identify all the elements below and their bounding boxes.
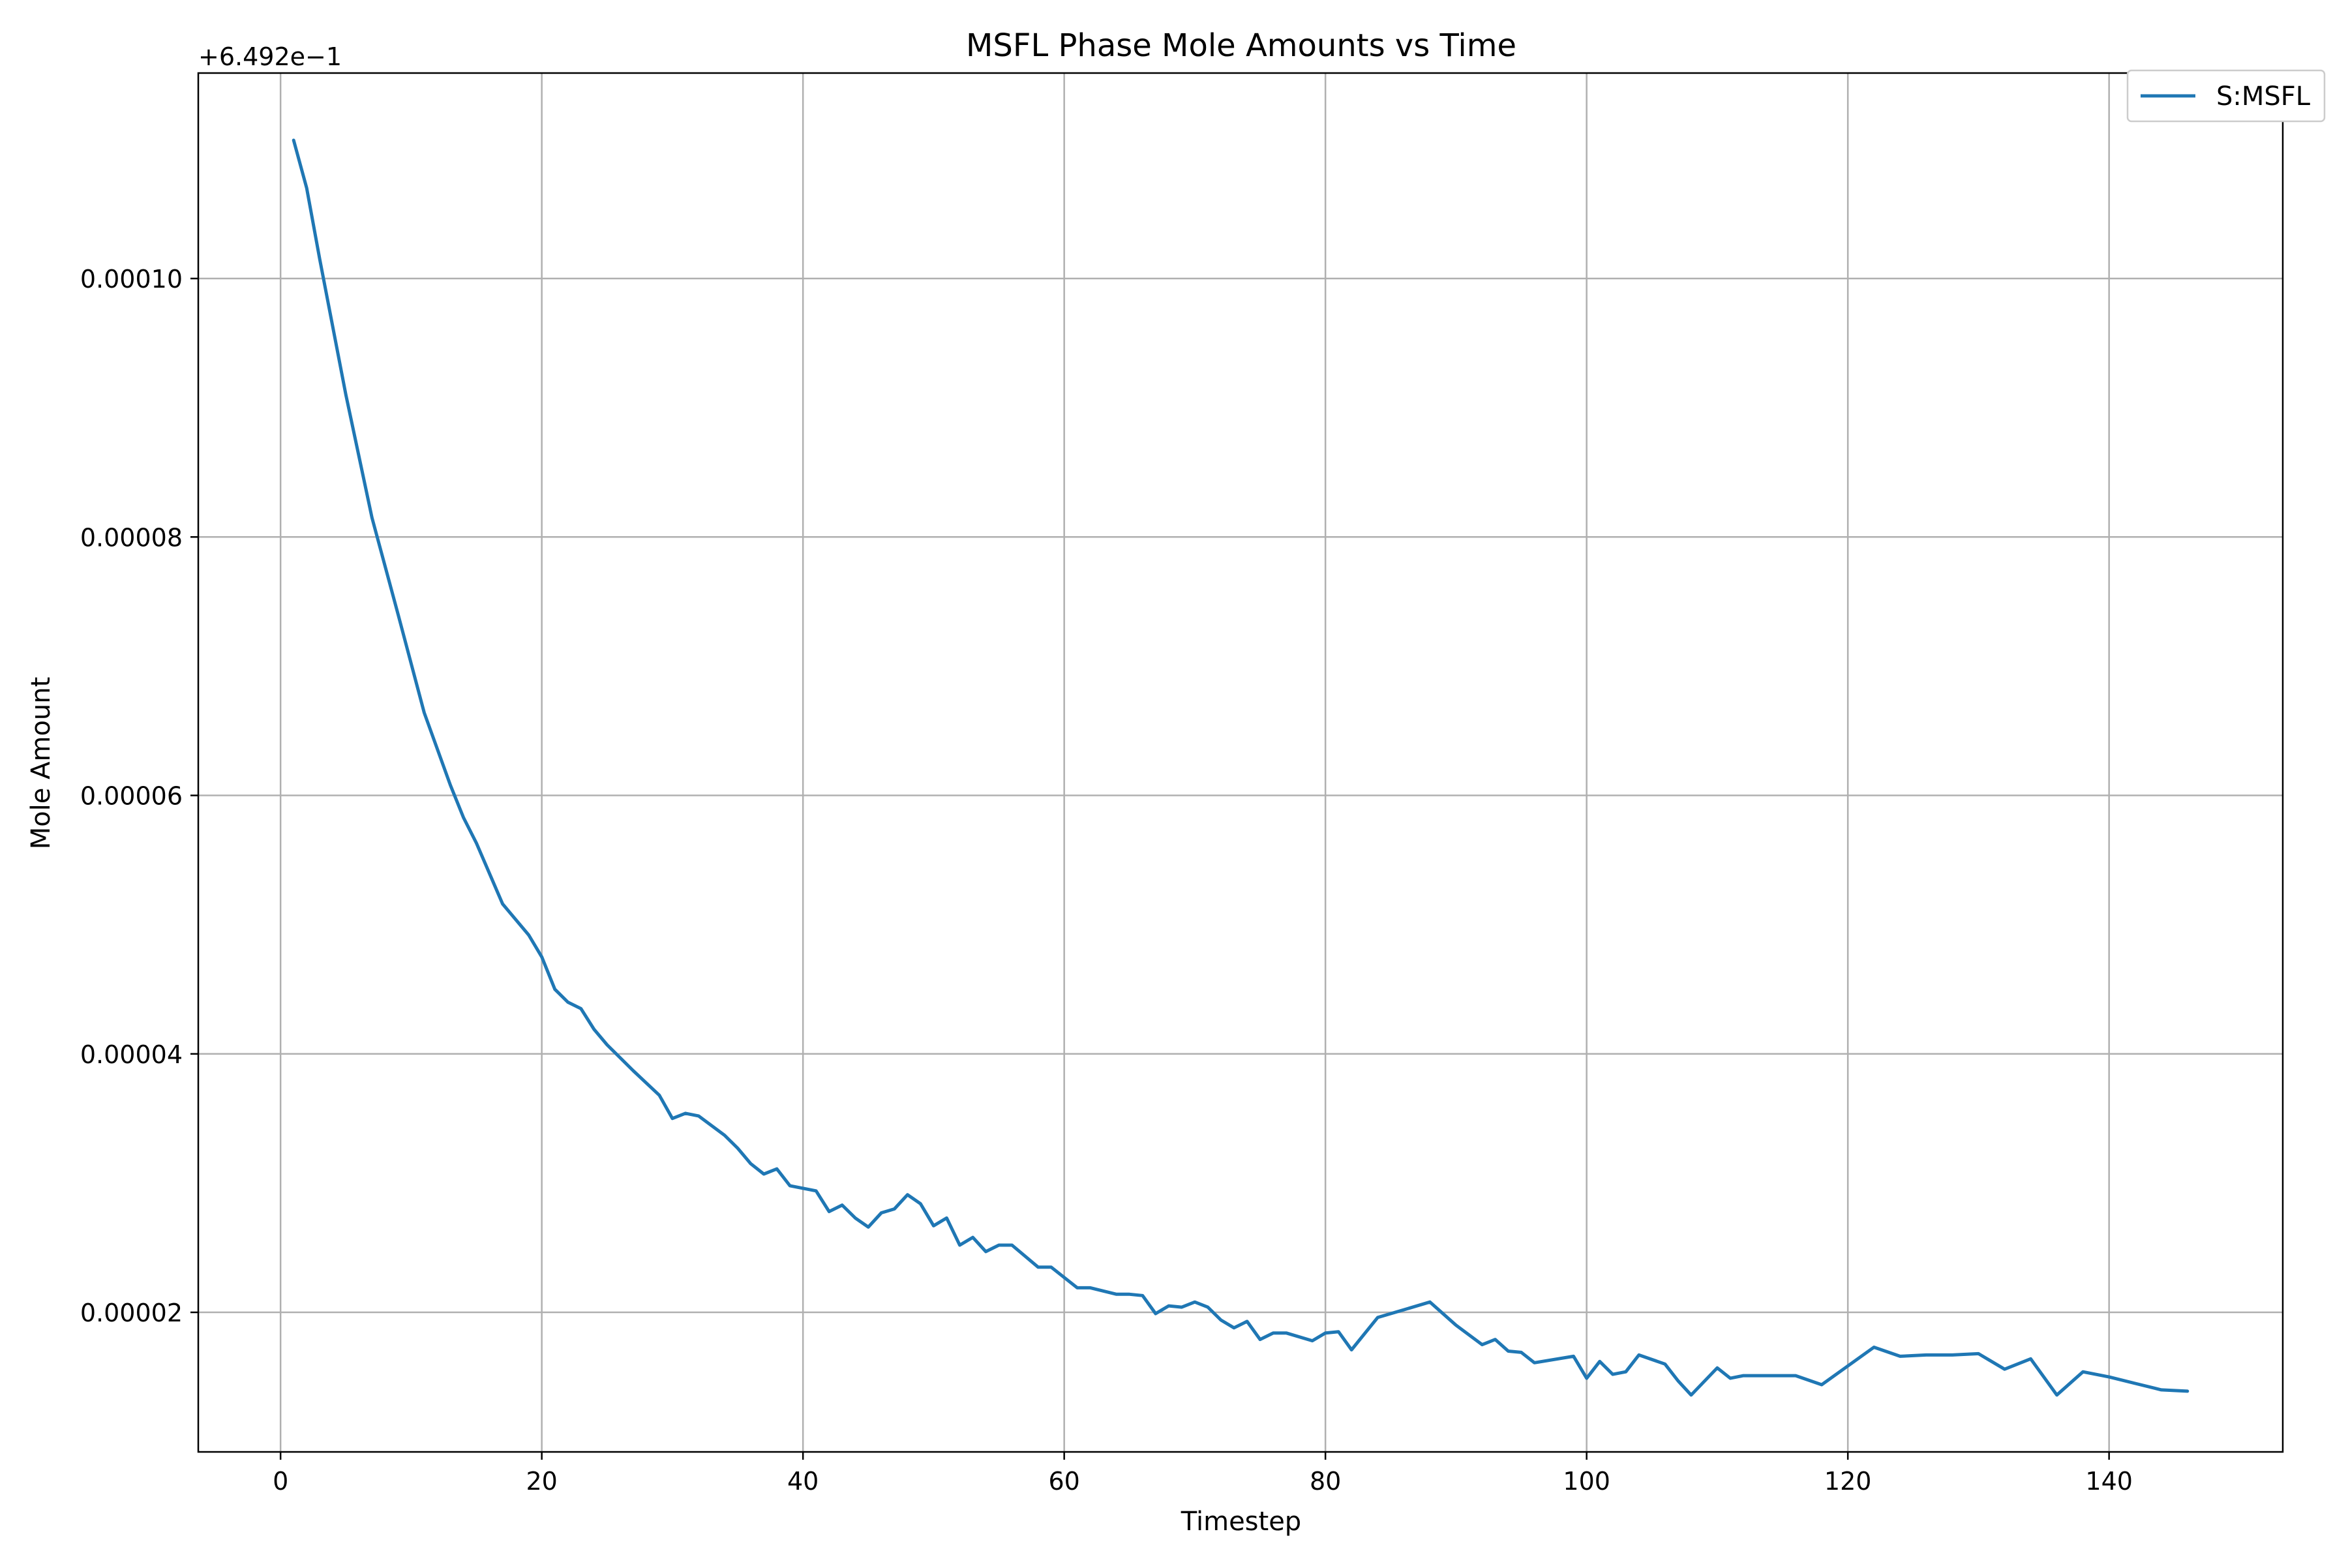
x-tick-label: 140 bbox=[2085, 1467, 2133, 1496]
series-line-s-msfl bbox=[292, 138, 2190, 1397]
x-axis-label: Timestep bbox=[1181, 1507, 1301, 1537]
x-tick-label: 20 bbox=[526, 1467, 557, 1496]
x-tick-label: 120 bbox=[1824, 1467, 1872, 1496]
x-tick-label: 100 bbox=[1563, 1467, 1610, 1496]
plot-frame bbox=[197, 72, 2284, 1453]
y-axis-label: Mole Amount bbox=[26, 677, 56, 850]
y-tick-label: 0.00004 bbox=[80, 1040, 183, 1069]
legend-box bbox=[2126, 69, 2326, 123]
legend[interactable]: S:MSFL bbox=[2126, 69, 2326, 123]
y-tick-label: 0.00002 bbox=[80, 1299, 183, 1327]
x-tick-label: 60 bbox=[1048, 1467, 1079, 1496]
y-tick-label: 0.00010 bbox=[80, 265, 183, 294]
x-tick-label: 80 bbox=[1310, 1467, 1341, 1496]
grid bbox=[198, 73, 2283, 1452]
y-tick-label: 0.00008 bbox=[80, 523, 183, 552]
legend-label-s-msfl: S:MSFL bbox=[2216, 82, 2311, 112]
y-axis-offset-label: +6.492e−1 bbox=[198, 42, 342, 71]
y-tick-label: 0.00006 bbox=[80, 782, 183, 811]
x-tick-label: 40 bbox=[787, 1467, 819, 1496]
y-axis: 0.00002 0.00004 0.00006 0.00008 0.00010 bbox=[80, 265, 198, 1327]
series-layer bbox=[292, 138, 2190, 1397]
x-axis: 0 20 40 60 80 100 120 140 bbox=[273, 1452, 2133, 1496]
chart-title: MSFL Phase Mole Amounts vs Time bbox=[966, 27, 1516, 64]
x-tick-label: 0 bbox=[273, 1467, 288, 1496]
